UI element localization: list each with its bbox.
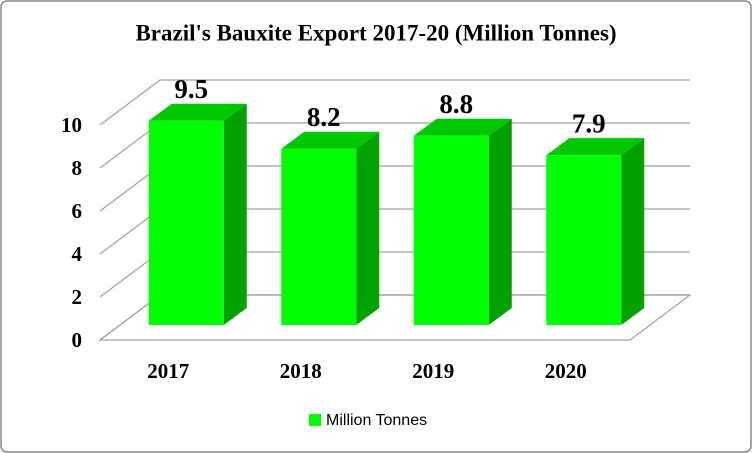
bar-top [546,138,645,156]
bar-side [488,118,512,325]
bar-top [281,131,380,149]
bar-top [413,118,512,136]
x-tick-label: 2019 [412,359,454,383]
data-label: 7.9 [572,108,606,138]
y-tick-label: 2 [72,285,83,309]
bar [546,155,622,325]
bar-top [148,103,247,121]
chart-title: Brazil's Bauxite Export 2017-20 (Million… [135,20,616,45]
data-label: 8.8 [439,89,473,119]
y-tick-label: 6 [72,199,83,223]
grid-line [99,79,690,126]
data-label: 9.5 [174,74,208,104]
y-tick-label: 0 [72,328,83,352]
legend-swatch [309,414,321,426]
bar-side [621,138,645,325]
legend-label: Million Tonnes [326,412,427,429]
x-tick-label: 2017 [147,359,189,383]
bar [281,148,357,325]
y-tick-label: 4 [72,242,83,266]
x-tick-label: 2018 [280,359,322,383]
y-tick-label: 10 [61,113,82,137]
bar-side [356,131,380,325]
y-tick-label: 8 [72,156,83,180]
bar [148,120,224,325]
x-tick-label: 2020 [545,359,587,383]
data-label: 8.2 [307,102,341,132]
bar-side [223,103,247,325]
bar [413,135,489,325]
